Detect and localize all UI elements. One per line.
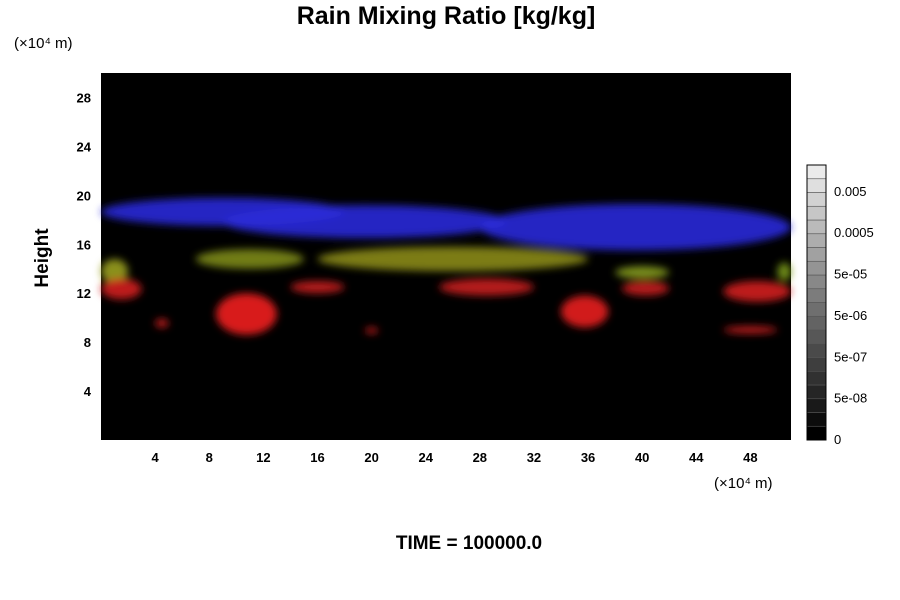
- rain-feature-red-16: [723, 326, 778, 334]
- x-tick-label: 44: [689, 450, 704, 465]
- colorbar-tick-label: 5e-05: [834, 267, 867, 282]
- colorbar-tick-label: 5e-08: [834, 391, 867, 406]
- rain-feature-red-8: [101, 278, 142, 300]
- x-tick-label: 4: [152, 450, 160, 465]
- x-axis-ticks: 4 8 12 16 20 24 28 32 36 40 44 48: [152, 450, 758, 465]
- y-axis-unit-label: (×10⁴ m): [14, 35, 73, 52]
- colorbar-level: [806, 302, 827, 317]
- colorbar-tick-label: 0.005: [834, 184, 867, 199]
- rain-feature-red-11: [290, 280, 345, 294]
- rain-feature-yellow-green-5: [317, 246, 589, 272]
- colorbar-level: [806, 274, 827, 290]
- x-tick-label: 12: [256, 450, 270, 465]
- colorbar-level: [806, 205, 827, 221]
- colorbar-tick-label: 5e-07: [834, 349, 867, 364]
- colorbar-level: [806, 315, 827, 331]
- y-tick-label: 8: [84, 335, 91, 350]
- x-tick-label: 16: [310, 450, 324, 465]
- colorbar-tick-label: 0.0005: [834, 225, 874, 240]
- x-tick-label: 28: [473, 450, 487, 465]
- time-label: TIME = 100000.0: [396, 533, 542, 554]
- colorbar-tick-label: 0: [834, 432, 841, 447]
- y-tick-label: 28: [77, 90, 91, 105]
- rain-field-layer: [101, 197, 791, 335]
- colorbar: [806, 164, 827, 441]
- rain-feature-red-12: [364, 327, 379, 334]
- chart-title: Rain Mixing Ratio [kg/kg]: [297, 2, 596, 30]
- y-tick-label: 12: [77, 286, 91, 301]
- y-tick-label: 20: [77, 188, 91, 203]
- rain-feature-yellow-green-7: [777, 262, 791, 281]
- colorbar-level: [806, 192, 827, 207]
- x-tick-label: 20: [364, 450, 378, 465]
- colorbar-level: [806, 357, 827, 372]
- colorbar-level: [806, 384, 827, 400]
- x-tick-label: 40: [635, 450, 649, 465]
- y-axis-label: Height: [32, 228, 53, 288]
- x-tick-label: 36: [581, 450, 595, 465]
- rain-feature-red-17: [723, 280, 791, 302]
- rain-feature-red-14: [561, 295, 609, 328]
- rain-feature-red-9: [155, 318, 169, 328]
- colorbar-level: [806, 398, 827, 413]
- rain-feature-red-13: [439, 278, 534, 296]
- colorbar-level: [806, 219, 827, 235]
- colorbar-level: [806, 260, 827, 276]
- colorbar-level: [806, 233, 827, 248]
- colorbar-frame: [806, 164, 827, 441]
- x-tick-label: 48: [743, 450, 757, 465]
- colorbar-level: [806, 178, 827, 193]
- x-tick-label: 24: [418, 450, 433, 465]
- rain-feature-yellow-green-6: [615, 266, 670, 279]
- rain-feature-yellow-green-4: [195, 249, 304, 269]
- colorbar-level: [806, 247, 827, 262]
- colorbar-tick-label: 5e-06: [834, 308, 867, 323]
- colorbar-level: [806, 164, 827, 180]
- colorbar-level: [806, 412, 827, 427]
- x-tick-label: 8: [206, 450, 213, 465]
- rain-feature-yellow-green-3: [101, 258, 129, 284]
- colorbar-level: [806, 425, 827, 441]
- x-tick-label: 32: [527, 450, 541, 465]
- colorbar-level: [806, 288, 827, 303]
- colorbar-tick-labels: 0 5e-08 5e-07 5e-06 5e-05 0.0005 0.005: [834, 184, 874, 447]
- rain-feature-red-10: [216, 293, 277, 335]
- y-axis-ticks: 4 8 12 16 20 24 28: [77, 90, 92, 399]
- rain-feature-blue-1: [222, 205, 507, 239]
- colorbar-level: [806, 370, 827, 386]
- rain-feature-red-15: [621, 280, 670, 296]
- y-tick-label: 4: [84, 384, 92, 399]
- colorbar-level: [806, 329, 827, 345]
- y-tick-label: 24: [77, 139, 92, 154]
- x-axis-unit-label: (×10⁴ m): [714, 475, 773, 492]
- y-tick-label: 16: [77, 237, 91, 252]
- colorbar-level: [806, 343, 827, 358]
- rain-feature-blue-2: [479, 203, 791, 251]
